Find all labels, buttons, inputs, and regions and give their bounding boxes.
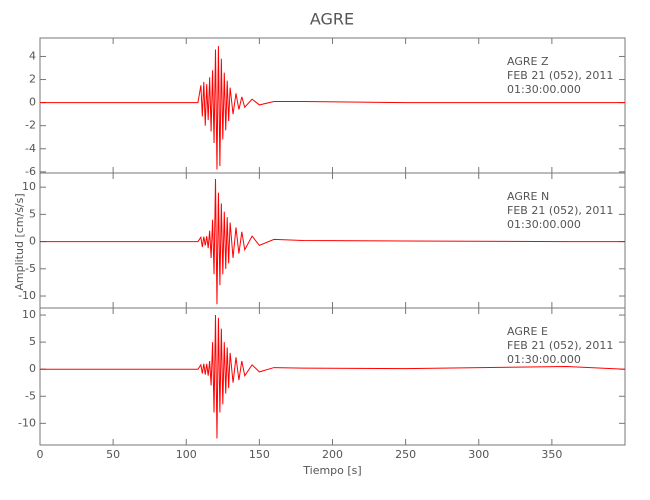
station-label: AGRE N xyxy=(507,190,549,203)
x-tick-label: 350 xyxy=(541,448,562,461)
time-label: 01:30:00.000 xyxy=(507,83,581,96)
y-tick-label: 2 xyxy=(29,73,36,86)
y-tick-label: 5 xyxy=(29,335,36,348)
station-label: AGRE Z xyxy=(507,55,549,68)
y-tick-label: -10 xyxy=(18,289,36,302)
y-tick-label: -6 xyxy=(25,165,36,178)
y-tick-label: -4 xyxy=(25,142,36,155)
y-tick-label: 10 xyxy=(22,308,36,321)
x-tick-label: 0 xyxy=(37,448,44,461)
date-label: FEB 21 (052), 2011 xyxy=(507,339,613,352)
trace xyxy=(40,178,625,305)
trace xyxy=(40,46,625,170)
y-tick-label: -10 xyxy=(18,416,36,429)
x-tick-label: 150 xyxy=(249,448,270,461)
date-label: FEB 21 (052), 2011 xyxy=(507,204,613,217)
station-label: AGRE E xyxy=(507,325,548,338)
y-tick-label: 10 xyxy=(22,180,36,193)
y-tick-label: 0 xyxy=(29,235,36,248)
y-tick-label: 5 xyxy=(29,207,36,220)
title: AGRE xyxy=(310,10,354,29)
y-axis-label: Amplitud [cm/s/s] xyxy=(13,193,26,290)
trace xyxy=(40,315,626,439)
x-tick-label: 100 xyxy=(176,448,197,461)
y-tick-label: 0 xyxy=(29,362,36,375)
y-tick-label: -5 xyxy=(25,262,36,275)
time-label: 01:30:00.000 xyxy=(507,218,581,231)
time-label: 01:30:00.000 xyxy=(507,353,581,366)
y-tick-label: -2 xyxy=(25,119,36,132)
x-tick-label: 250 xyxy=(395,448,416,461)
y-tick-label: -5 xyxy=(25,389,36,402)
x-tick-label: 300 xyxy=(468,448,489,461)
y-tick-label: 0 xyxy=(29,96,36,109)
y-tick-label: 4 xyxy=(29,49,36,62)
x-tick-label: 50 xyxy=(106,448,120,461)
x-tick-label: 200 xyxy=(322,448,343,461)
date-label: FEB 21 (052), 2011 xyxy=(507,69,613,82)
x-axis-label: Tiempo [s] xyxy=(302,464,361,477)
